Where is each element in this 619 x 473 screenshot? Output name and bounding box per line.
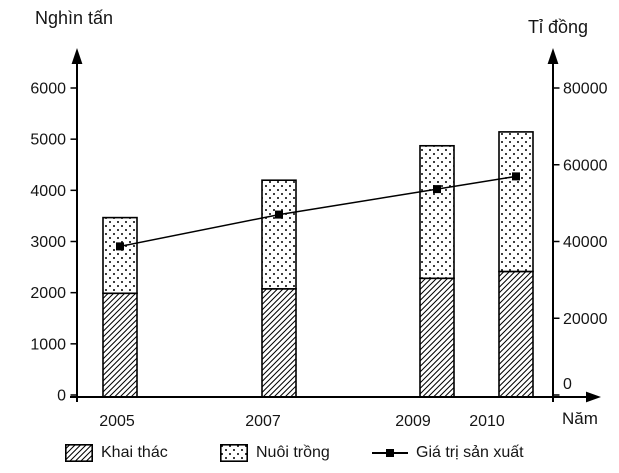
legend-item-nuoi-trong: Nuôi trồng (220, 444, 330, 462)
bar-khai-thac-2007 (261, 288, 297, 398)
right-axis-arrow-icon (547, 48, 559, 64)
x-axis-year-label: 2007 (245, 413, 281, 430)
x-axis-year-label: 2005 (99, 413, 135, 430)
bar-nuoi-trong-2010 (498, 131, 534, 273)
legend-item-khai-thac: Khai thác (65, 444, 168, 462)
bar-nuoi-trong-2007 (261, 179, 297, 290)
left-axis-tick-label: 4000 (30, 183, 66, 200)
legend-item-gia-tri-san-xuat: Giá trị sản xuất (372, 444, 524, 462)
bar-khai-thac-2009 (419, 277, 455, 398)
bar-nuoi-trong-2009 (419, 144, 455, 280)
x-axis-year-label: 2009 (395, 413, 431, 430)
left-axis-tick-label: 1000 (30, 336, 66, 353)
gia-tri-san-xuat-marker-2007 (275, 210, 283, 219)
left-axis-arrow-icon (71, 48, 83, 64)
right-axis-tick-label: 20000 (563, 311, 608, 328)
bar-khai-thac-2005 (102, 292, 138, 398)
hatch-swatch-icon (65, 444, 93, 462)
left-axis-tick-label: 0 (57, 388, 66, 405)
x-axis-arrow-icon (586, 391, 601, 403)
left-axis-tick-label: 3000 (30, 234, 66, 251)
legend-label-gia-tri-san-xuat: Giá trị sản xuất (416, 444, 524, 461)
bar-khai-thac-2010 (498, 270, 534, 398)
x-axis-year-label: 2010 (469, 413, 505, 430)
gia-tri-san-xuat-marker-2005 (116, 242, 124, 251)
dots-swatch-icon (220, 444, 248, 462)
left-axis-tick-label: 6000 (30, 81, 66, 98)
left-axis-tick-label: 2000 (30, 285, 66, 302)
line-marker-swatch-icon (372, 449, 408, 457)
gia-tri-san-xuat-line (119, 175, 517, 248)
x-axis-title: Năm (562, 409, 598, 428)
legend-label-nuoi-trong: Nuôi trồng (256, 444, 330, 461)
right-axis-tick-label: 60000 (563, 157, 608, 174)
left-axis-title: Nghìn tấn (35, 8, 114, 28)
right-axis-tick-label: 80000 (563, 81, 608, 98)
bar-nuoi-trong-2005 (102, 216, 138, 295)
right-axis-tick-label: 40000 (563, 234, 608, 251)
gia-tri-san-xuat-marker-2009 (433, 185, 441, 194)
legend-label-khai-thac: Khai thác (101, 444, 168, 461)
left-axis-tick-label: 5000 (30, 132, 66, 149)
gia-tri-san-xuat-marker-2010 (512, 172, 520, 181)
right-axis-title: Tỉ đồng (528, 17, 589, 37)
right-axis-tick-label: 0 (563, 376, 572, 393)
